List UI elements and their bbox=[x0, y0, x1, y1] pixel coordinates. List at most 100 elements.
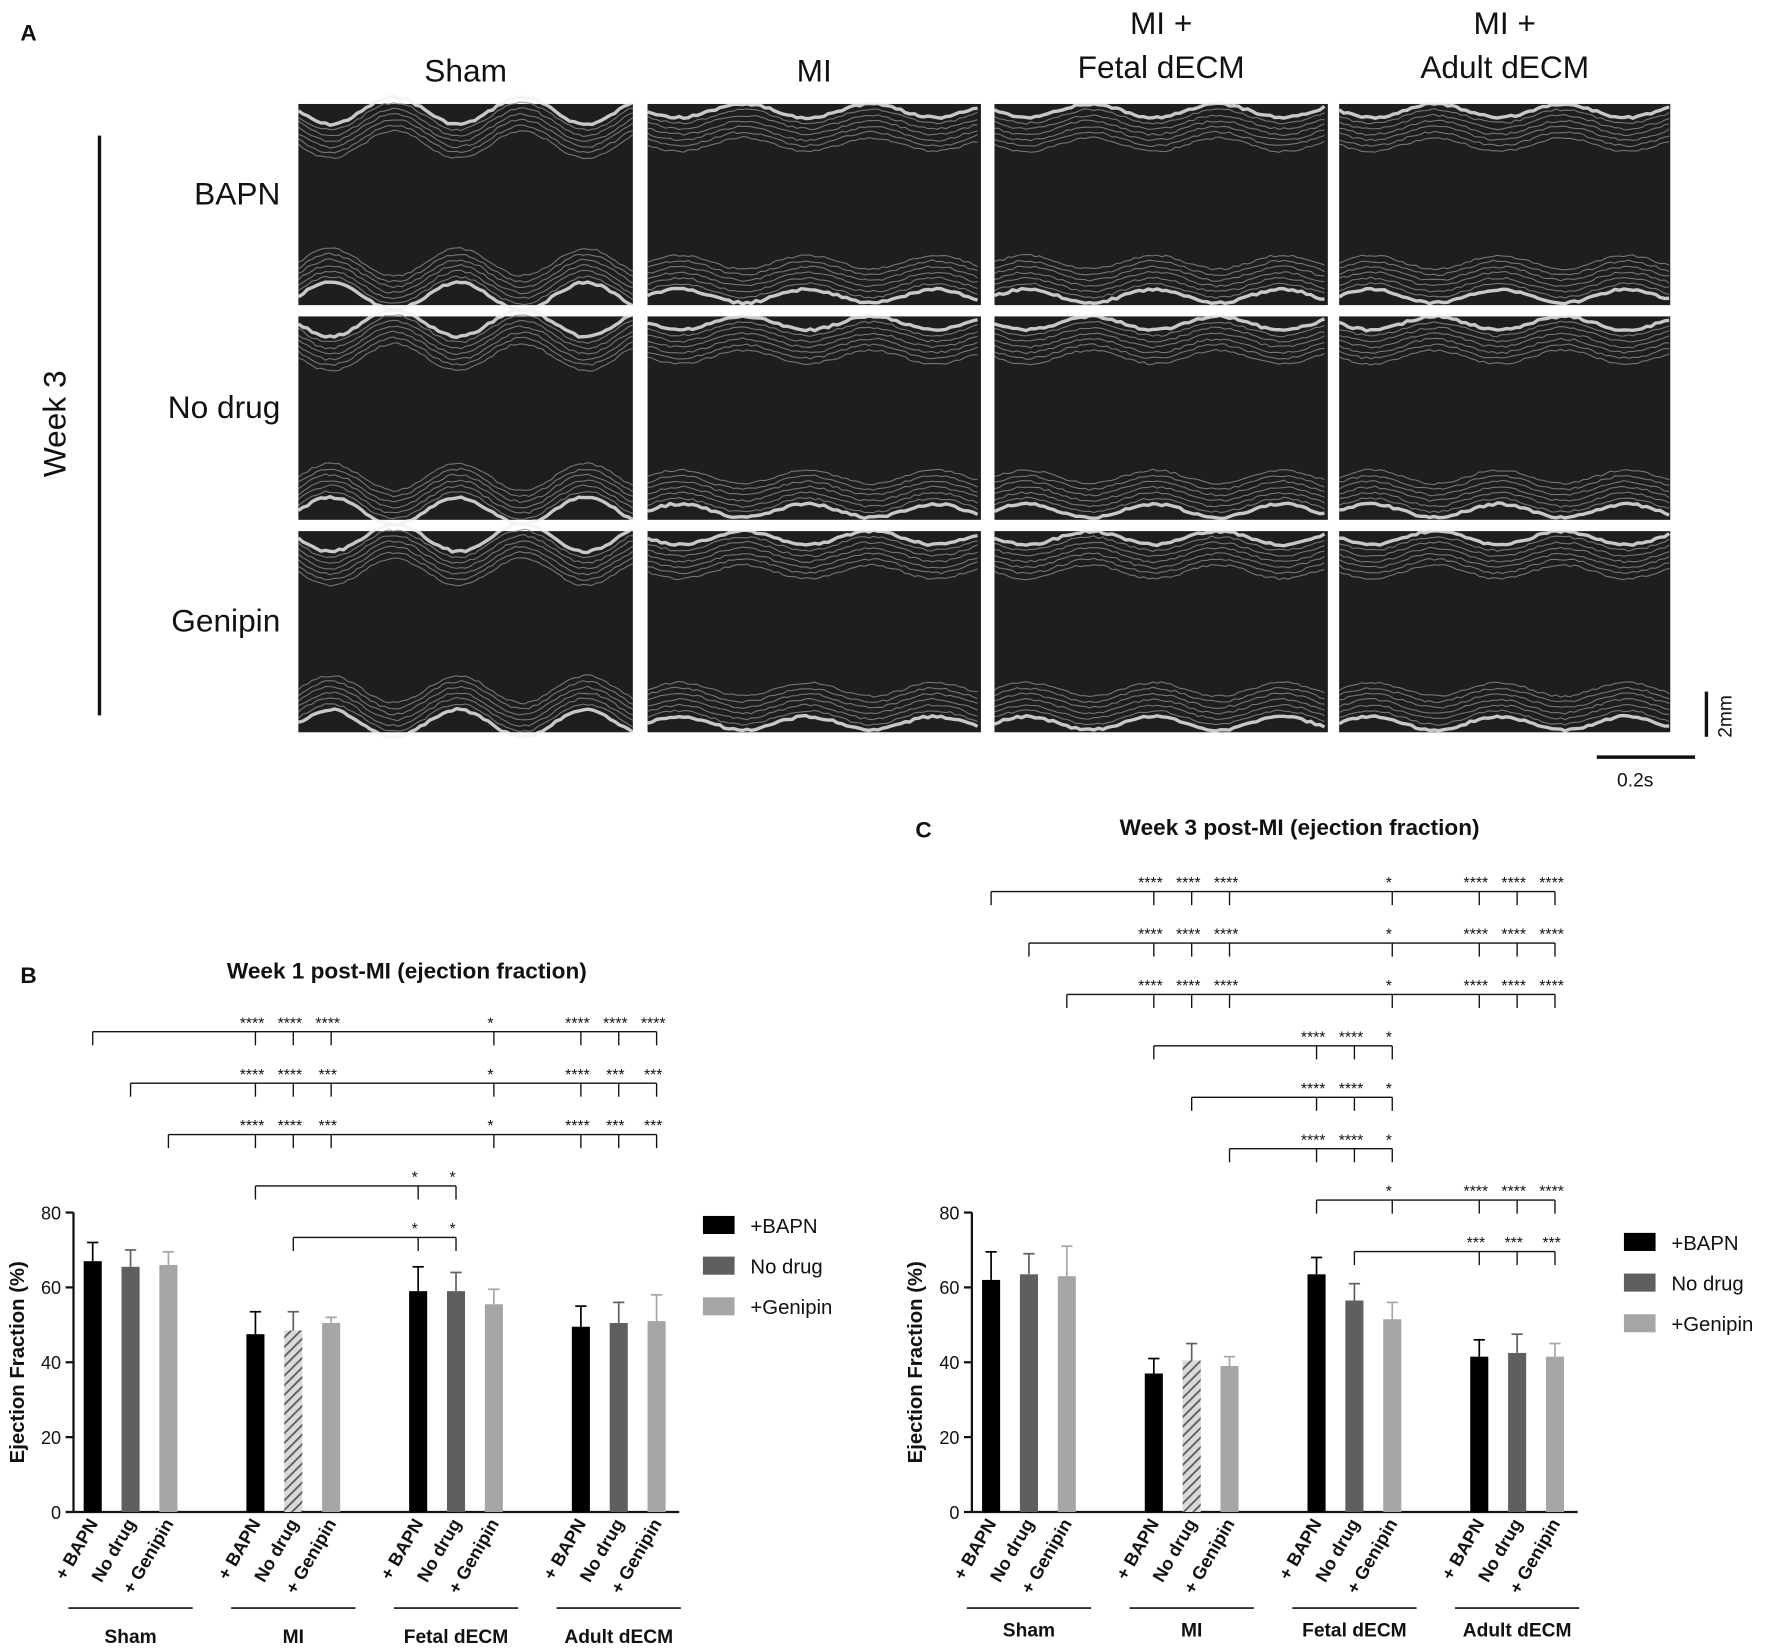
legend-swatch bbox=[1623, 1273, 1656, 1292]
echo-trace bbox=[1338, 113, 1670, 131]
echo-trace bbox=[1339, 709, 1670, 726]
echo-trace bbox=[647, 491, 978, 508]
y-tick-label: 20 bbox=[939, 1428, 959, 1448]
echo-trace bbox=[647, 485, 978, 502]
bar bbox=[1144, 1373, 1163, 1513]
bar bbox=[159, 1264, 178, 1513]
row-label: BAPN bbox=[194, 176, 280, 212]
echo-trace bbox=[647, 276, 978, 293]
echo-image bbox=[297, 307, 634, 528]
echo-background bbox=[298, 103, 633, 306]
echo-trace bbox=[993, 501, 1325, 521]
echo-trace bbox=[647, 697, 978, 715]
echo-trace bbox=[298, 247, 634, 277]
group-label: Fetal dECM bbox=[1302, 1620, 1407, 1641]
echo-trace bbox=[646, 528, 978, 548]
echo-trace bbox=[994, 692, 1325, 709]
bar bbox=[1345, 1300, 1364, 1513]
significance-label: *** bbox=[1542, 1235, 1560, 1252]
significance-label: **** bbox=[1501, 927, 1526, 944]
echo-trace bbox=[298, 112, 634, 143]
echo-trace bbox=[647, 703, 978, 721]
echo-trace bbox=[298, 124, 633, 154]
significance-label: **** bbox=[1301, 1029, 1326, 1046]
echo-trace bbox=[297, 521, 634, 555]
echo-trace bbox=[1338, 130, 1670, 148]
bar bbox=[484, 1304, 503, 1513]
significance-label: **** bbox=[1138, 927, 1163, 944]
echo-trace bbox=[298, 479, 634, 509]
echo-trace bbox=[647, 130, 978, 148]
significance-label: **** bbox=[1138, 978, 1163, 995]
echo-trace bbox=[298, 118, 634, 149]
echo-trace bbox=[1339, 276, 1670, 293]
echo-trace bbox=[298, 107, 634, 137]
echo-trace bbox=[1338, 704, 1670, 721]
significance-label: **** bbox=[1138, 875, 1163, 892]
echo-trace bbox=[994, 265, 1325, 282]
y-tick-label: 80 bbox=[939, 1203, 959, 1223]
legend-label: +Genipin bbox=[1671, 1314, 1753, 1336]
significance-label: **** bbox=[1501, 875, 1526, 892]
echo-trace bbox=[298, 490, 634, 520]
echo-trace bbox=[647, 125, 978, 142]
echo-trace bbox=[1338, 546, 1670, 564]
echo-trace bbox=[298, 319, 634, 350]
significance-label: **** bbox=[1214, 875, 1239, 892]
echo-trace bbox=[647, 540, 978, 558]
legend-label: No drug bbox=[1671, 1274, 1743, 1296]
echo-trace bbox=[647, 114, 978, 131]
echo-trace bbox=[298, 314, 634, 345]
echo-trace bbox=[298, 252, 634, 283]
echo-trace bbox=[647, 546, 978, 564]
echo-trace bbox=[994, 125, 1325, 142]
echo-trace bbox=[994, 496, 1325, 514]
echo-trace bbox=[994, 119, 1325, 137]
significance-label: * bbox=[412, 1170, 418, 1187]
echo-trace bbox=[1338, 563, 1670, 581]
echo-trace bbox=[994, 108, 1325, 125]
significance-label: **** bbox=[1464, 978, 1489, 995]
echo-trace bbox=[994, 474, 1325, 491]
echo-trace bbox=[298, 484, 634, 515]
echo-trace bbox=[297, 94, 634, 127]
echo-image bbox=[297, 94, 634, 313]
echo-background bbox=[647, 103, 981, 306]
echo-trace bbox=[1338, 125, 1670, 142]
echo-trace bbox=[647, 282, 978, 299]
echo-trace bbox=[298, 557, 634, 587]
echo-image bbox=[993, 528, 1328, 733]
group-label: MI bbox=[1181, 1620, 1202, 1641]
significance-label: **** bbox=[1464, 875, 1489, 892]
significance-label: **** bbox=[603, 1015, 628, 1032]
legend-swatch bbox=[702, 1215, 735, 1235]
bar bbox=[1470, 1356, 1489, 1513]
echo-trace bbox=[1339, 485, 1670, 502]
y-axis-label: Ejection Fraction (%) bbox=[905, 1261, 927, 1463]
echo-trace bbox=[297, 263, 634, 295]
echo-trace bbox=[647, 563, 978, 581]
bar bbox=[1057, 1276, 1076, 1513]
echo-trace bbox=[647, 692, 978, 709]
echo-trace bbox=[994, 479, 1325, 497]
legend-label: +BAPN bbox=[750, 1216, 817, 1238]
echo-trace bbox=[1339, 119, 1670, 137]
significance-label: **** bbox=[240, 1015, 265, 1032]
echo-trace bbox=[994, 332, 1325, 349]
bar bbox=[1220, 1366, 1239, 1513]
echo-trace bbox=[297, 307, 634, 340]
significance-label: * bbox=[487, 1015, 493, 1032]
echo-trace bbox=[1339, 541, 1670, 558]
echo-trace bbox=[647, 259, 978, 276]
legend-label: No drug bbox=[750, 1257, 822, 1279]
echo-image bbox=[297, 521, 634, 740]
significance-label: *** bbox=[1505, 1235, 1523, 1252]
echo-trace bbox=[994, 326, 1325, 343]
echo-trace bbox=[1339, 474, 1670, 491]
echo-trace bbox=[647, 680, 978, 698]
echo-trace bbox=[647, 558, 978, 575]
echo-image bbox=[1338, 528, 1671, 733]
significance-label: **** bbox=[240, 1067, 265, 1084]
significance-label: *** bbox=[1467, 1235, 1485, 1252]
